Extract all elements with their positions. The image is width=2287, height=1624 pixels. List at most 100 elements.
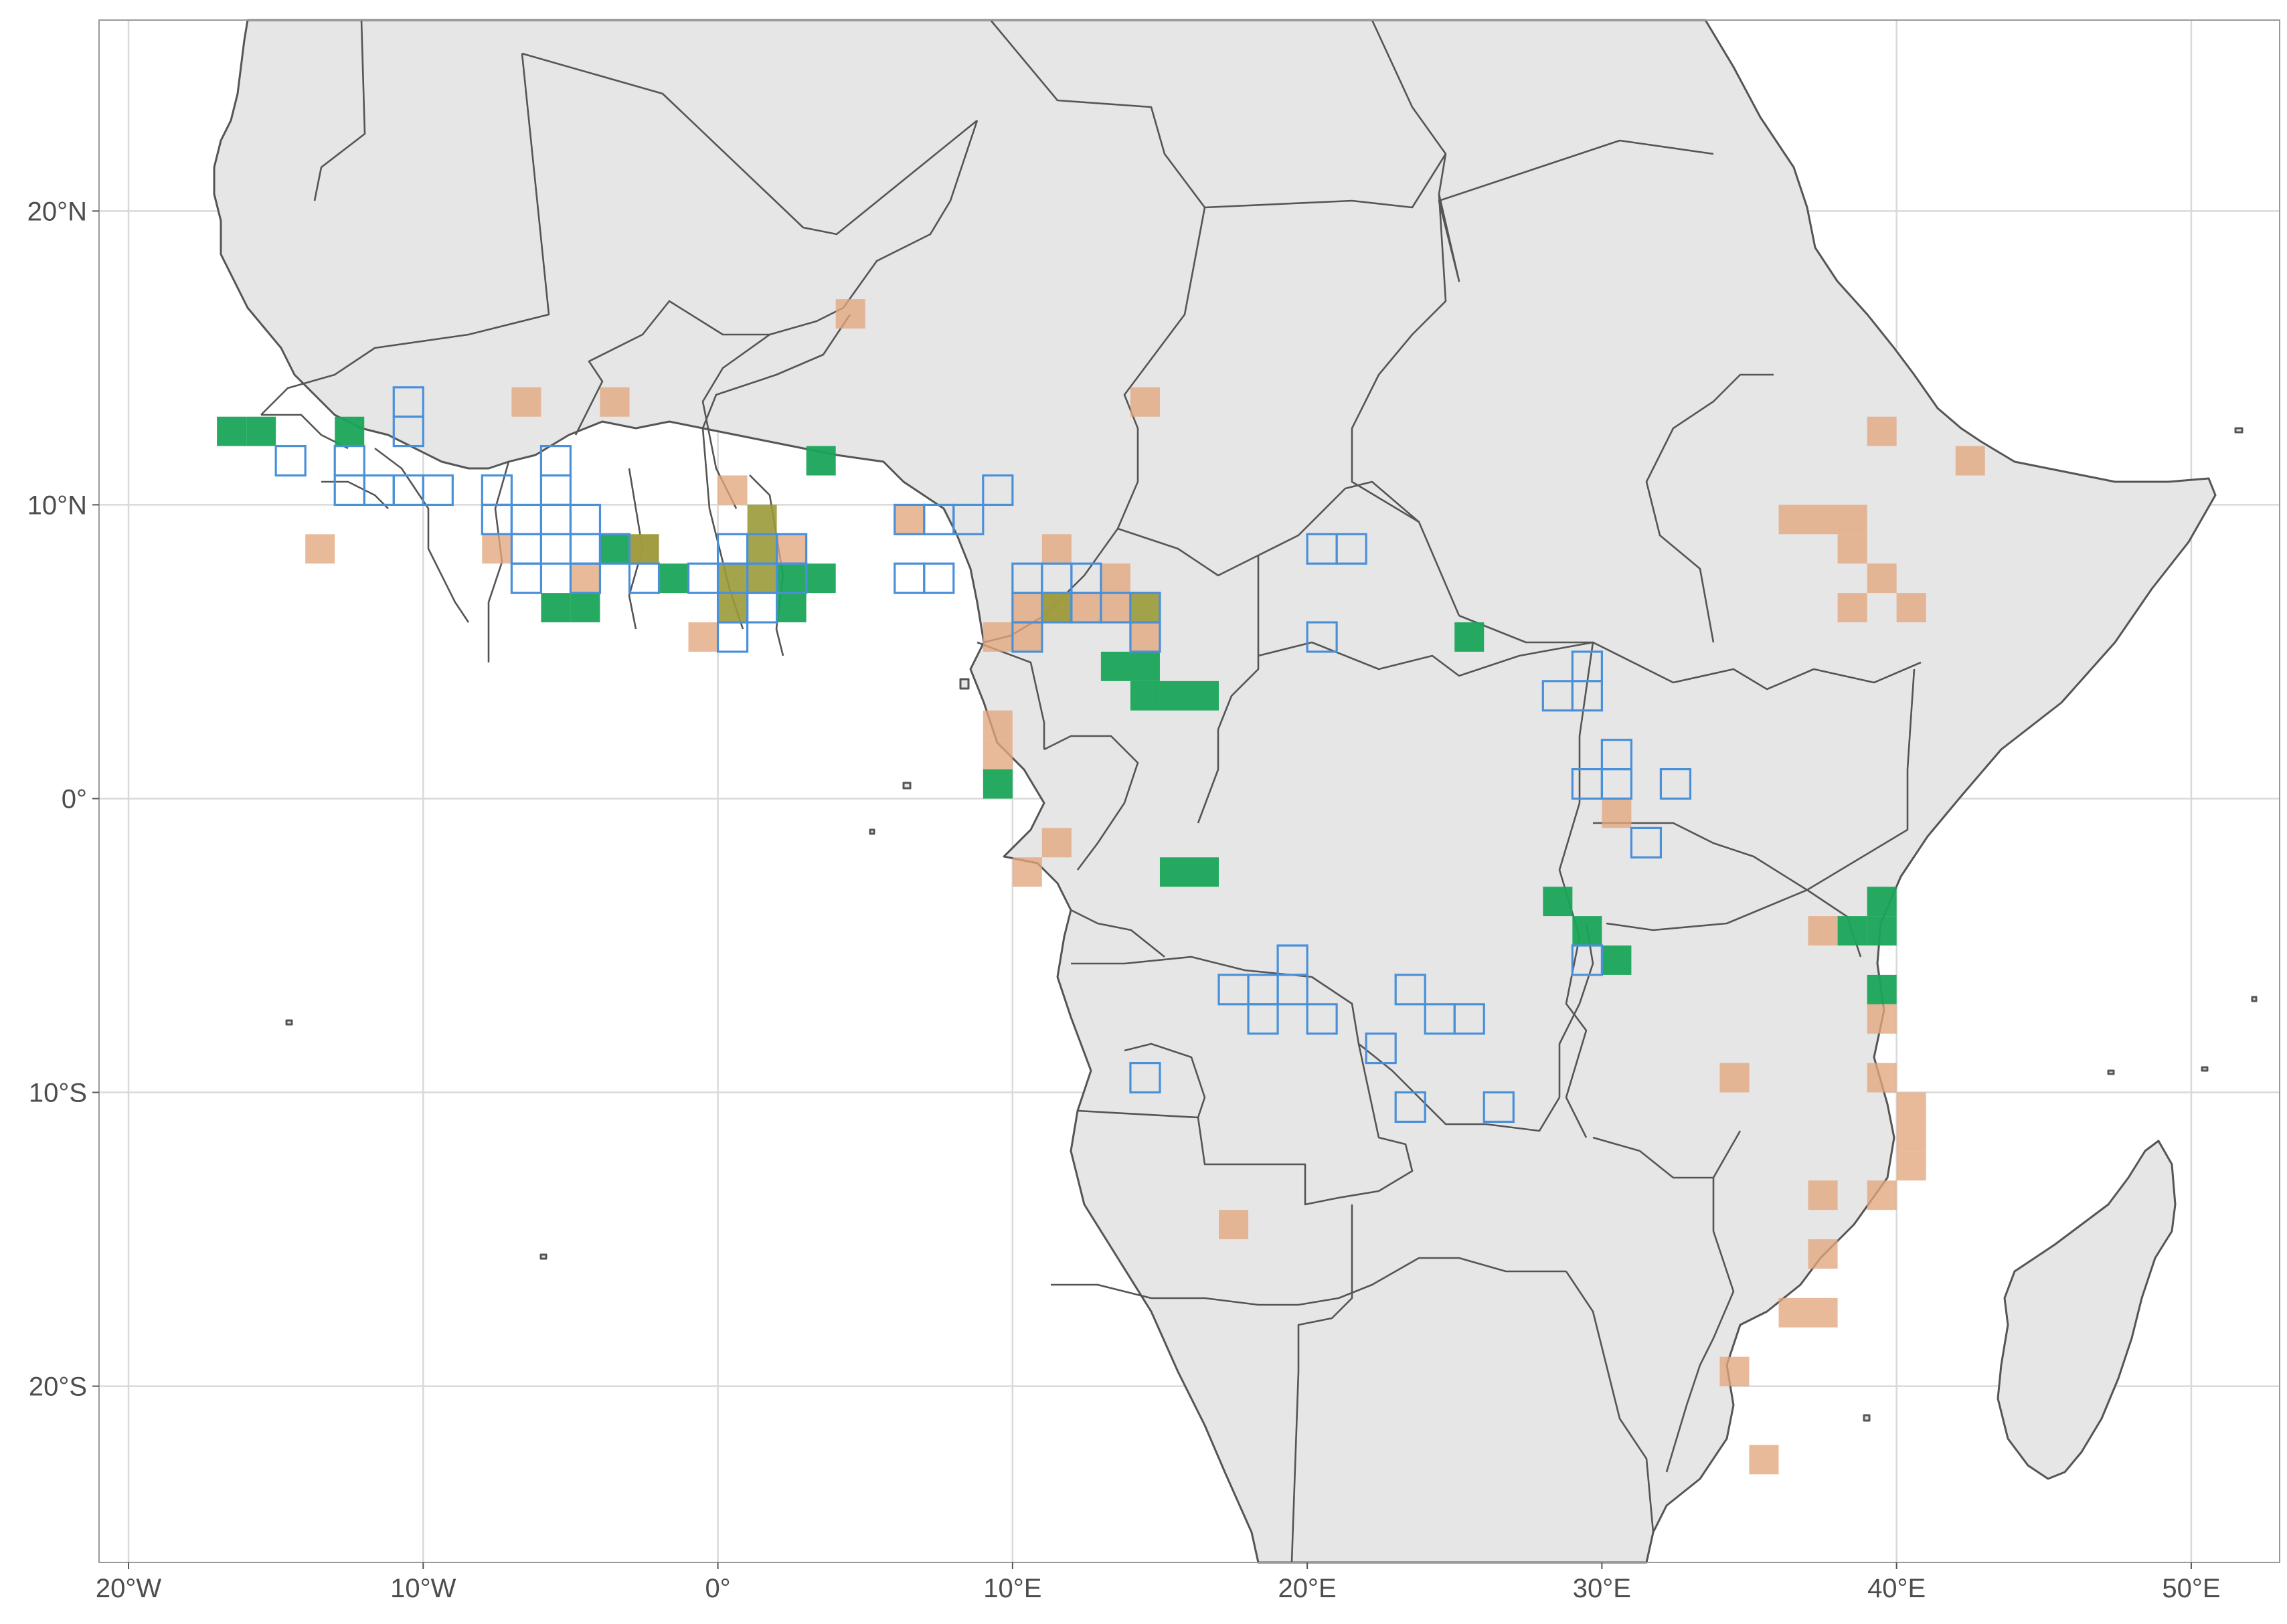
cell-blue-outline (569, 562, 602, 594)
cell-blue-outline (1365, 1032, 1397, 1065)
island (2107, 1069, 2115, 1075)
cell-blue-outline (716, 621, 749, 653)
cell-tan (1602, 798, 1632, 828)
border-line (1077, 1043, 1206, 1119)
island (1863, 1414, 1871, 1422)
border-line (574, 300, 770, 436)
cell-green (1867, 887, 1897, 917)
cell-blue-outline (952, 503, 985, 535)
border-line (1565, 1271, 1655, 1533)
border-line (1351, 193, 1460, 616)
cell-overlap (629, 534, 659, 564)
border-line (701, 314, 851, 429)
island (2201, 1066, 2209, 1072)
cell-tan (1012, 857, 1042, 887)
cell-overlap (717, 563, 748, 594)
cell-tan (1719, 1063, 1750, 1093)
cell-tan (1071, 593, 1101, 623)
cell-tan (1837, 534, 1867, 564)
cell-tan (305, 534, 335, 564)
cell-blue-outline (392, 416, 424, 448)
border-line (374, 447, 470, 623)
cell-tan (894, 505, 924, 535)
cell-tan (983, 739, 1013, 770)
cell-tan (1808, 916, 1838, 945)
y-tick-label: 20°N (27, 197, 87, 226)
island (2251, 996, 2258, 1002)
cell-blue-outline (923, 562, 955, 594)
x-tick-label: 50°E (2162, 1574, 2220, 1603)
cell-blue-outline (746, 592, 778, 624)
cell-green (806, 446, 836, 476)
border-line (1051, 1257, 1566, 1306)
border-line (1558, 923, 1594, 1097)
cell-tan (1867, 416, 1897, 446)
border-line (1665, 1130, 1742, 1473)
cell-tan (835, 299, 865, 329)
cell-blue-outline (422, 474, 454, 507)
y-tick-label: 10°N (27, 490, 87, 520)
cell-tan (688, 622, 718, 652)
cell-green (1189, 681, 1219, 711)
axes: 20°W 10°W 0° 10°E 20°E 30°E 40°E 50°E 20°N 10°N 0°… (27, 197, 2221, 1603)
border-line (1645, 373, 1774, 643)
madagascar-landmass (1997, 1140, 2177, 1480)
island (902, 782, 912, 790)
border-line (260, 53, 550, 416)
y-tick-label: 10°S (29, 1079, 87, 1108)
offshore-islands (285, 427, 2258, 1422)
border-line (1043, 735, 1139, 871)
cell-green (776, 593, 807, 623)
cell-green (659, 563, 689, 594)
cell-tan (1012, 593, 1042, 623)
cell-green (1543, 887, 1573, 917)
cell-blue-outline (1571, 680, 1603, 712)
cell-blue-outline (1129, 621, 1161, 653)
cell-blue-outline (1335, 533, 1367, 565)
cell-tan (511, 387, 541, 417)
cell-tan (1041, 534, 1072, 564)
border-line (313, 19, 366, 201)
border-line (990, 19, 1206, 429)
border-line (1117, 480, 1420, 577)
cell-tan (1219, 1210, 1249, 1240)
cell-green (1159, 681, 1189, 711)
cell-tan (983, 622, 1013, 652)
cell-green (1867, 974, 1897, 1004)
x-tick-label: 10°W (390, 1574, 456, 1603)
x-tick-label: 0° (705, 1574, 730, 1603)
cell-blue-outline (1483, 1091, 1515, 1123)
cell-blue-outline (1394, 974, 1426, 1006)
cell-green (1572, 916, 1602, 945)
cell-tan (1808, 505, 1838, 535)
border-line (701, 120, 979, 509)
cell-tan (1837, 505, 1867, 535)
cell-tan (776, 534, 807, 564)
cell-blue-outline (1571, 944, 1603, 976)
cell-blue-outline (1011, 621, 1043, 653)
cell-green (600, 534, 630, 564)
border-line (1592, 1136, 1713, 1179)
cell-blue-outline (1247, 1003, 1279, 1035)
cell-tan (1130, 387, 1160, 417)
cell-overlap (747, 563, 777, 594)
cell-green (541, 593, 571, 623)
cell-tan (1100, 593, 1130, 623)
border-line (1197, 1043, 1414, 1206)
cell-tan (1896, 1092, 1926, 1122)
cell-tan (1778, 1297, 1808, 1328)
cell-blue-outline (1306, 621, 1338, 653)
border-line (1458, 614, 1922, 691)
cell-blue-outline (1129, 1062, 1161, 1094)
cell-green (1130, 681, 1160, 711)
cell-blue-outline (982, 474, 1014, 507)
country-borders (260, 19, 1922, 1563)
cell-green (776, 563, 807, 594)
cell-tan (1808, 1180, 1838, 1210)
border-line (1070, 909, 1165, 958)
cell-green (1100, 651, 1130, 681)
cell-tan (717, 475, 748, 505)
cell-green (1159, 857, 1189, 887)
